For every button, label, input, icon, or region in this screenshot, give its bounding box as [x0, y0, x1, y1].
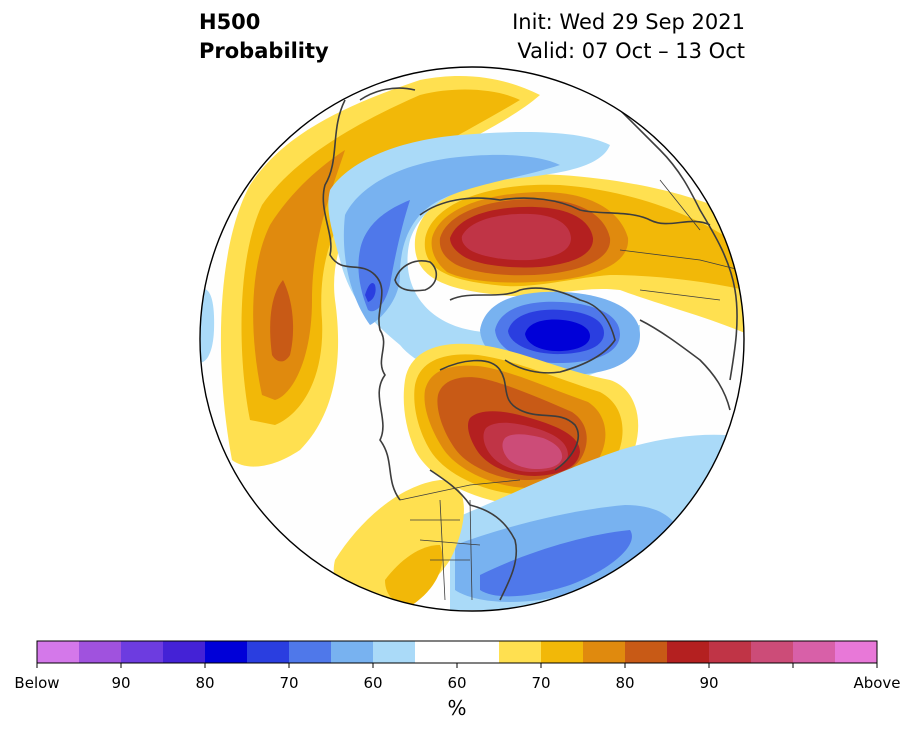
colorbar-swatch	[583, 641, 626, 663]
colorbar-swatch	[457, 641, 500, 663]
colorbar-swatch	[121, 641, 164, 663]
colorbar-tick-label: 70	[279, 674, 299, 692]
colorbar-unit: %	[447, 696, 467, 720]
colorbar-swatch	[751, 641, 794, 663]
southwest-ridge	[333, 480, 464, 610]
colorbar-tick-label: 60	[363, 674, 383, 692]
colorbar-swatch	[415, 641, 458, 663]
colorbar-swatch	[499, 641, 542, 663]
coastlines	[322, 87, 738, 601]
colorbar-swatch	[247, 641, 290, 663]
baffin-low	[328, 132, 640, 385]
pacific-ridge	[220, 75, 541, 467]
colorbar	[36, 640, 878, 668]
colorbar-swatch	[541, 641, 584, 663]
colorbar-swatch	[37, 641, 80, 663]
colorbar-tick-label: 60	[447, 674, 467, 692]
colorbar-tick-label: 90	[699, 674, 719, 692]
colorbar-tick-label: 80	[615, 674, 635, 692]
canada-high	[403, 343, 639, 505]
colorbar-swatch	[163, 641, 206, 663]
colorbar-swatch	[835, 641, 878, 663]
colorbar-swatch	[709, 641, 752, 663]
colorbar-tick-label: Below	[14, 674, 60, 692]
colorbar-swatch	[79, 641, 122, 663]
colorbar-swatch	[289, 641, 332, 663]
chart-title: H500 Probability	[199, 8, 329, 66]
colorbar-swatch	[625, 641, 668, 663]
init-date: Init: Wed 29 Sep 2021	[512, 10, 745, 34]
colorbar-swatch	[793, 641, 836, 663]
date-info: Init: Wed 29 Sep 2021 Valid: 07 Oct – 13…	[512, 8, 745, 66]
colorbar-swatch	[205, 641, 248, 663]
colorbar-tick-label: 70	[531, 674, 551, 692]
political-borders	[399, 179, 741, 601]
map-boundary	[199, 66, 745, 612]
colorbar-swatch	[331, 641, 374, 663]
colorbar-swatch	[373, 641, 416, 663]
siberia-high	[414, 174, 744, 340]
title-variable: H500	[199, 10, 261, 34]
colorbar-swatch	[667, 641, 710, 663]
anomaly-field	[200, 67, 744, 611]
valid-range: Valid: 07 Oct – 13 Oct	[517, 39, 745, 63]
colorbar-tick-label: 90	[111, 674, 131, 692]
title-product: Probability	[199, 39, 329, 63]
colorbar-tick-label: Above	[853, 674, 901, 692]
colorbar-tick-label: 80	[195, 674, 215, 692]
